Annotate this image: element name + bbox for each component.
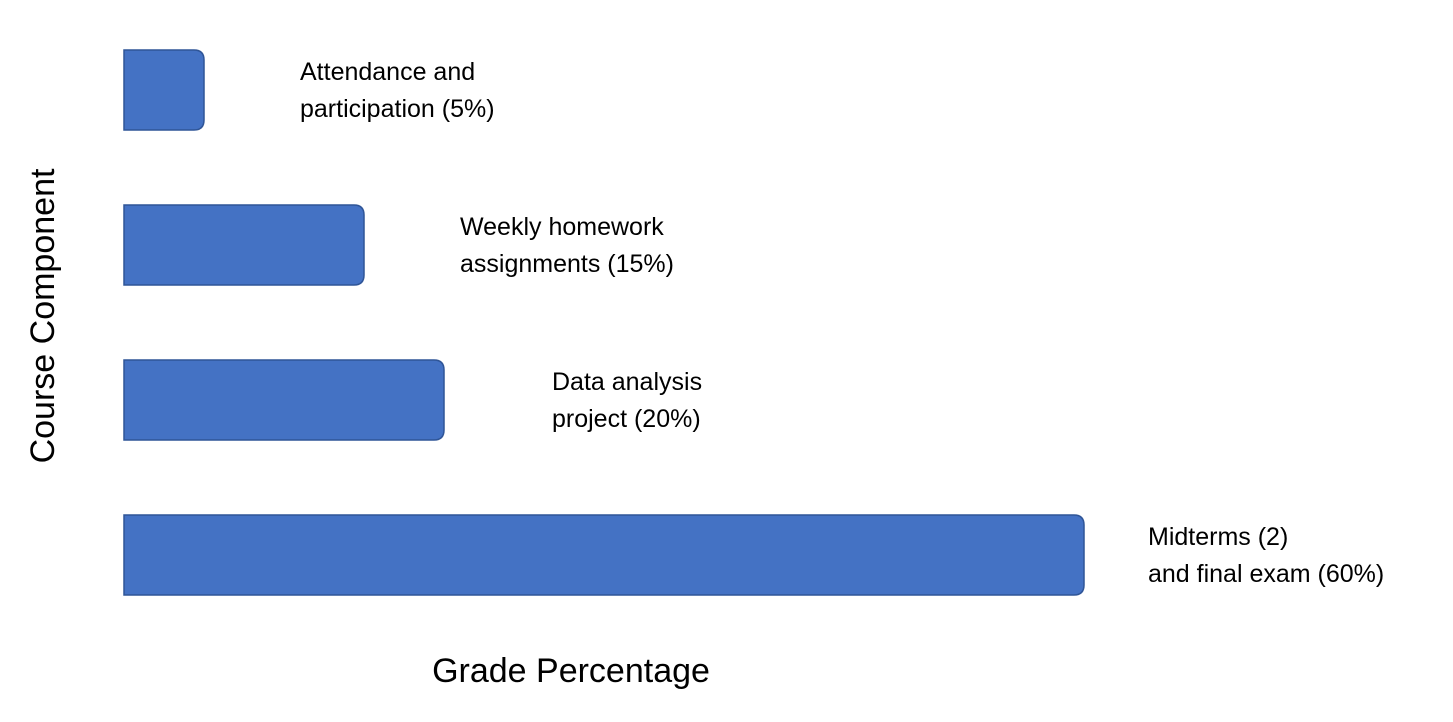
bars-layer [123,49,1085,596]
bar-1 [123,49,205,131]
bar-label-line: and final exam (60%) [1148,560,1384,588]
x-axis-title: Grade Percentage [432,652,710,690]
bar-label-line: participation (5%) [300,95,495,123]
bar-4 [123,514,1085,596]
bar-label-2: Weekly homework assignments (15%) [460,213,674,278]
bar-label-line: assignments (15%) [460,250,674,278]
bar-label-3: Data analysis project (20%) [552,368,702,433]
bar-label-line: Attendance and [300,58,475,86]
bar-label-line: Data analysis [552,368,702,396]
bar-label-line: Weekly homework [460,213,664,241]
bar-label-line: Midterms (2) [1148,523,1288,551]
y-axis-title: Course Component [24,168,62,463]
bar-label-4: Midterms (2) and final exam (60%) [1148,523,1384,588]
bar-2 [123,204,365,286]
bar-label-line: project (20%) [552,405,701,433]
bar-label-1: Attendance and participation (5%) [300,58,495,123]
bar-3 [123,359,445,441]
bar-labels-layer: Attendance and participation (5%) Weekly h… [300,58,1384,588]
